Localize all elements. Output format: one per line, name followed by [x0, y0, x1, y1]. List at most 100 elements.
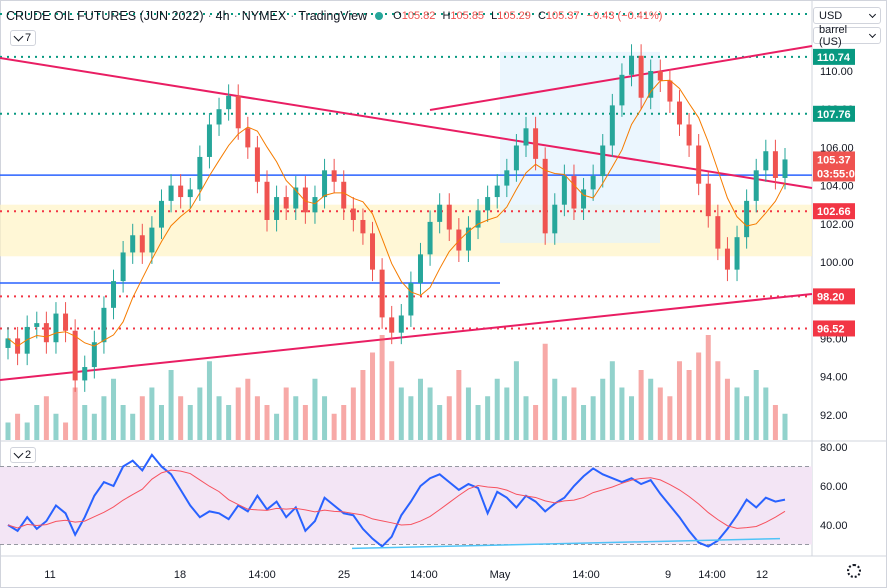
volume-bar [245, 378, 251, 440]
indicators-toggle-button[interactable]: 7 [10, 30, 37, 46]
candle-body [533, 128, 539, 159]
unit-select[interactable]: barrel (US) [813, 24, 881, 48]
volume-bar [667, 396, 673, 440]
candle-body [744, 200, 750, 238]
volume-bar [686, 370, 692, 440]
low-value: 105.29 [497, 10, 531, 22]
volume-bar [235, 387, 241, 440]
candle-body [782, 159, 788, 178]
candle-body [331, 170, 337, 182]
volume-bar [734, 387, 740, 440]
pane-indicator-count: 2 [25, 449, 32, 461]
volume-bar [772, 405, 778, 440]
moving-average-line [7, 79, 786, 347]
volume-bar [763, 387, 769, 440]
volume-bar [504, 387, 510, 440]
candle-body [360, 219, 366, 234]
volume-bar [408, 396, 414, 440]
volume-bar [715, 361, 721, 440]
candle-body [82, 367, 88, 381]
time-tick-label: 14:00 [572, 569, 600, 581]
price-label-text: 107.76 [817, 109, 851, 121]
candle-body [542, 158, 548, 234]
candle-body [600, 145, 606, 177]
volume-bar [379, 335, 385, 440]
rsi-pane-toggle-button[interactable]: 2 [10, 447, 37, 463]
volume-bar [552, 378, 558, 440]
candle-body [494, 185, 500, 198]
candle-body [667, 80, 673, 102]
candle-body [53, 313, 59, 343]
chevron-down-icon [868, 10, 877, 18]
symbol-title[interactable]: CRUDE OIL FUTURES (JUN 2022) [6, 9, 204, 23]
volume-bar [187, 405, 193, 440]
candle-body [130, 235, 136, 253]
volume-bar [542, 343, 548, 440]
volume-bar [216, 396, 222, 440]
candle-body [590, 176, 596, 190]
rsi-line [7, 453, 786, 548]
volume-bar [63, 422, 69, 440]
candle-body [283, 197, 289, 209]
candle-body [370, 233, 376, 270]
volume-bar [293, 396, 299, 440]
price-tick-label: 100.00 [820, 257, 854, 269]
volume-bar [389, 361, 395, 440]
unit-value: barrel (US) [819, 23, 848, 48]
candle-body [724, 248, 730, 270]
candle-body [206, 124, 212, 157]
price-label-badge [813, 288, 855, 305]
candle-body [111, 281, 117, 308]
volume-bar [226, 405, 232, 440]
volume-bar [206, 361, 212, 440]
candle-body [619, 74, 625, 106]
volume-bar [638, 370, 644, 440]
candle-body [5, 338, 11, 348]
market-status-icon [375, 12, 384, 20]
volume-bar [5, 422, 11, 440]
price-label-text: 98.20 [817, 291, 845, 303]
volume-bar [705, 335, 711, 440]
candle-body [226, 95, 232, 110]
volume-bar [15, 413, 21, 440]
settings-gear-icon[interactable] [847, 564, 861, 578]
volume-bar [24, 422, 30, 440]
candle-body [322, 170, 328, 198]
candle-body [379, 269, 385, 318]
volume-bar [158, 405, 164, 440]
candle-body [168, 185, 174, 201]
volume-bar [139, 396, 145, 440]
candle-body [216, 109, 222, 125]
interval-label[interactable]: 4h [215, 9, 230, 23]
time-tick-label: 18 [174, 569, 186, 581]
volume-bar [696, 352, 702, 440]
volume-bar [274, 413, 280, 440]
volume-bar [341, 405, 347, 440]
candle-body [158, 200, 164, 228]
rsi-tick-label: 40.00 [820, 520, 848, 532]
candles [5, 44, 788, 392]
volume-bar [264, 405, 270, 440]
candle-body [389, 317, 395, 333]
ohlc-readout: O105.82 H105.85 L105.29 C105.37 −0.43 (−… [393, 10, 663, 22]
profile-zone [500, 51, 660, 243]
candle-body [43, 323, 49, 343]
candle-body [581, 189, 587, 209]
currency-select[interactable]: USD [813, 7, 881, 24]
candle-body [178, 185, 184, 198]
trendline-support [0, 293, 813, 381]
rsi-tick-label: 60.00 [820, 481, 848, 493]
candle-body [120, 252, 126, 282]
volume-bar [197, 387, 203, 440]
candle-body [293, 187, 299, 209]
rsi-band [0, 466, 812, 545]
candle-body [734, 237, 740, 270]
price-label-badge [813, 105, 855, 122]
volume-bars [5, 335, 788, 440]
volume-bar [82, 405, 88, 440]
volume-bar [178, 396, 184, 440]
candle-body [763, 151, 769, 171]
volume-bar [130, 413, 136, 440]
volume-bar [53, 413, 59, 440]
